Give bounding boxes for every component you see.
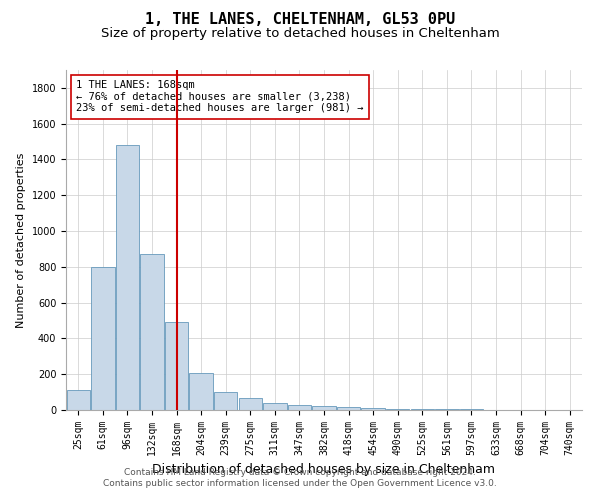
Bar [116,145,139,410]
Bar [67,390,90,410]
Bar [190,374,213,410]
Text: 1 THE LANES: 168sqm
← 76% of detached houses are smaller (3,238)
23% of semi-det: 1 THE LANES: 168sqm ← 76% of detached ho… [76,80,364,114]
Bar [91,267,115,410]
X-axis label: Distribution of detached houses by size in Cheltenham: Distribution of detached houses by size … [152,464,496,476]
Bar [214,392,238,410]
Text: 1, THE LANES, CHELTENHAM, GL53 0PU: 1, THE LANES, CHELTENHAM, GL53 0PU [145,12,455,28]
Text: Contains HM Land Registry data © Crown copyright and database right 2024.
Contai: Contains HM Land Registry data © Crown c… [103,468,497,487]
Bar [165,322,188,410]
Bar [140,254,164,410]
Bar [361,408,385,410]
Y-axis label: Number of detached properties: Number of detached properties [16,152,26,328]
Bar [288,405,311,410]
Text: Size of property relative to detached houses in Cheltenham: Size of property relative to detached ho… [101,28,499,40]
Bar [313,406,335,410]
Bar [263,403,287,410]
Bar [337,408,360,410]
Bar [239,398,262,410]
Bar [410,409,434,410]
Bar [386,408,409,410]
